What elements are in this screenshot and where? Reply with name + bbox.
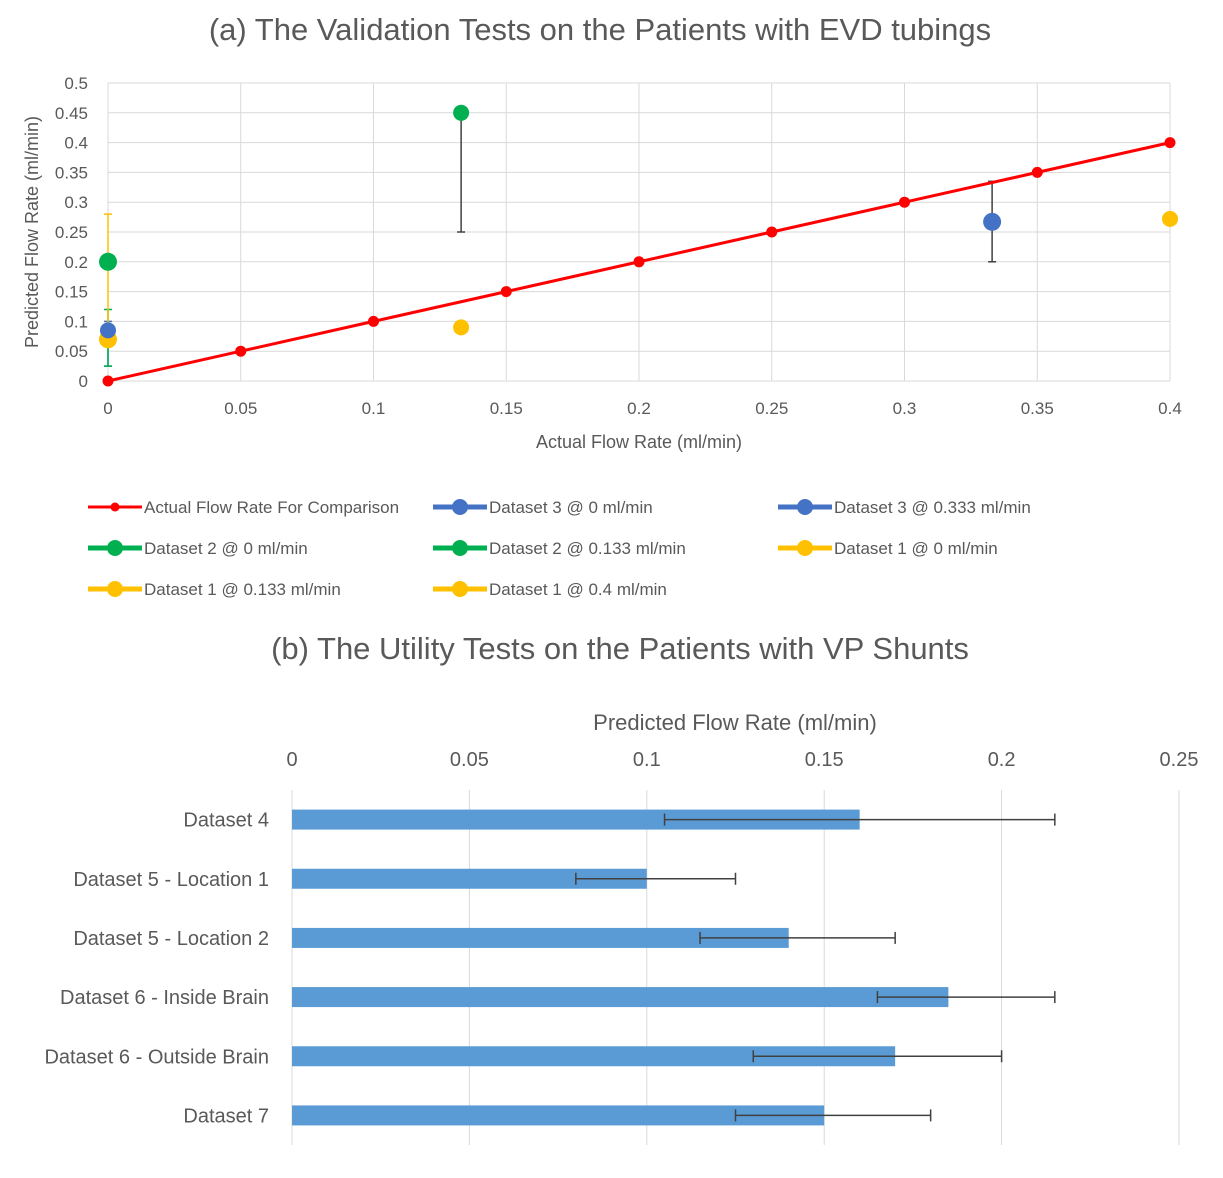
chart-a-y-tick: 0.25 [55,223,88,242]
chart-b-category-label: Dataset 6 - Inside Brain [60,987,269,1009]
legend-marker [452,499,468,515]
chart-a-x-tick: 0.4 [1158,399,1182,418]
chart-a-point [368,315,379,327]
chart-a-point [453,319,470,336]
chart-a-x-tick: 0.15 [490,399,523,418]
chart-b-category-label: Dataset 4 [183,810,269,832]
legend-marker [797,499,813,515]
chart-a-x-tick: 0 [103,399,112,418]
chart-b-x-tick: 0.25 [1160,749,1199,771]
chart-a-y-tick: 0.35 [55,163,88,182]
legend-marker [797,540,813,556]
chart-a-point [1162,210,1178,227]
chart-b-category-label: Dataset 7 [183,1105,269,1127]
chart-a-y-tick: 0.15 [55,283,88,302]
legend-label: Actual Flow Rate For Comparison [144,498,399,517]
chart-a-y-tick: 0.05 [55,342,88,361]
chart-a-xlabel: Actual Flow Rate (ml/min) [536,432,742,452]
chart-b-bar [292,1105,825,1126]
chart-a-y-tick: 0.5 [64,74,88,93]
legend-marker [107,581,123,597]
chart-b-bar [292,1046,896,1067]
chart-a-point [102,375,114,387]
chart-a-point [766,226,778,238]
chart-a-point [100,322,116,339]
chart-a-point [633,256,645,268]
chart-a-y-tick: 0.1 [64,312,88,331]
chart-b-x-tick: 0 [286,749,297,771]
chart-a-x-tick: 0.25 [755,399,788,418]
chart-a-y-tick: 0 [79,372,88,391]
chart-a-x-tick: 0.35 [1021,399,1054,418]
chart-b-x-tick: 0.1 [633,749,661,771]
chart-a-plot: 0 0.05 0.1 0.15 0.2 0.25 0.3 0.35 0.4 0.45 0.5 0 0.0… [55,74,1182,418]
chart-a-x-tick: 0.05 [224,399,257,418]
chart-a-x-tick: 0.1 [362,399,386,418]
chart-b-x-tick: 0.2 [988,749,1016,771]
chart-a-y-tick: 0.2 [64,253,88,272]
chart-a-point [1031,166,1043,178]
chart-a-point [453,104,470,121]
chart-a-y-tick: 0.4 [64,134,88,153]
legend-label: Dataset 3 @ 0.333 ml/min [834,498,1031,517]
chart-a-point [1164,137,1176,149]
chart-b-x-tick: 0.05 [450,749,489,771]
chart-a-point [99,252,117,271]
chart-b-bar [292,987,949,1008]
chart-a-ylabel: Predicted Flow Rate (ml/min) [22,116,42,348]
chart-b-category-label: Dataset 5 - Location 1 [73,869,269,891]
legend-label: Dataset 1 @ 0.133 ml/min [144,580,341,599]
legend-marker [110,502,120,512]
chart-a-point [899,196,910,208]
chart-b-plot: 0 0.05 0.1 0.15 0.2 0.25 Dataset 4 Dataset 5 - … [44,749,1198,1145]
chart-b-category-label: Dataset 6 - Outside Brain [44,1046,269,1068]
chart-b-bar [292,868,647,889]
legend-label: Dataset 2 @ 0.133 ml/min [489,539,686,558]
chart-a-x-tick: 0.2 [627,399,651,418]
legend-marker [452,540,468,556]
chart-a-legend: Actual Flow Rate For Comparison Dataset 3… [88,498,1031,599]
legend-label: Dataset 1 @ 0.4 ml/min [489,580,667,599]
legend-marker [452,581,468,597]
chart-b-x-tick: 0.15 [805,749,844,771]
chart-b-title: (b) The Utility Tests on the Patients wi… [271,631,969,666]
chart-b-bar [292,809,860,830]
legend-label: Dataset 1 @ 0 ml/min [834,539,998,558]
chart-a-title: (a) The Validation Tests on the Patients… [209,12,991,47]
chart-a-y-tick: 0.45 [55,104,88,123]
legend-marker [107,540,123,556]
chart-a-point [235,345,247,357]
chart-a-point [500,286,512,298]
legend-label: Dataset 2 @ 0 ml/min [144,539,308,558]
legend-label: Dataset 3 @ 0 ml/min [489,498,653,517]
chart-b-xlabel: Predicted Flow Rate (ml/min) [593,710,877,735]
chart-a-point [983,212,1002,231]
chart-b-bar [292,927,789,948]
chart-a-x-tick: 0.3 [893,399,917,418]
chart-a-y-tick: 0.3 [64,193,88,212]
chart-b-category-label: Dataset 5 - Location 2 [73,928,269,950]
